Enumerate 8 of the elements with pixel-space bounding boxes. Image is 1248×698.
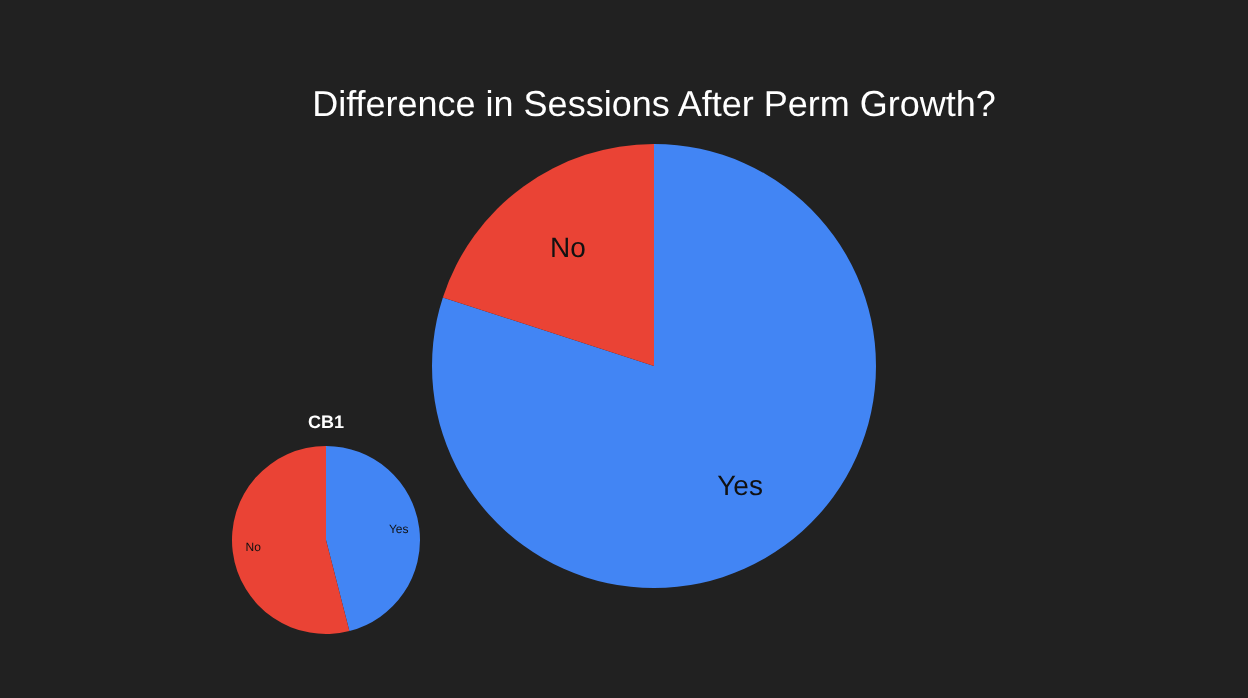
chart-title: CB1 <box>307 412 345 432</box>
pie-slice <box>232 446 350 634</box>
slice-label: No <box>549 231 587 264</box>
slice-label: Yes <box>717 468 763 501</box>
pie-slice <box>432 144 876 588</box>
pie-slice <box>442 144 654 366</box>
pie-slice <box>326 446 420 632</box>
chart-title: Difference in Sessions After Perm Growth? <box>312 84 996 124</box>
